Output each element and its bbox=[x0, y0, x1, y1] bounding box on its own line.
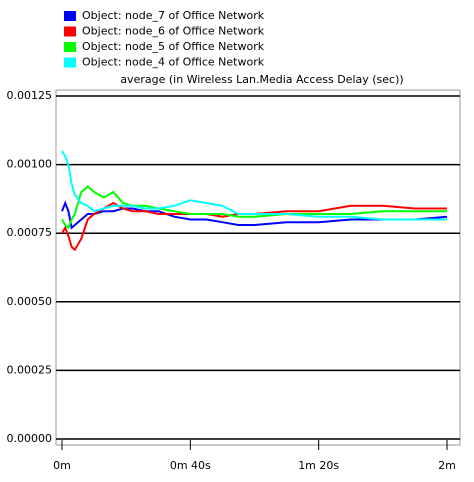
x-tick-label: 2m bbox=[438, 459, 456, 472]
legend-swatch bbox=[64, 42, 76, 52]
legend-swatch bbox=[64, 57, 76, 68]
legend-label: Object: node_7 of Office Network bbox=[82, 9, 265, 22]
y-tick-label: 0.00000 bbox=[7, 432, 53, 445]
x-tick-label: 0m 40s bbox=[170, 459, 211, 472]
plot-frame bbox=[55, 89, 461, 446]
legend-label: Object: node_5 of Office Network bbox=[82, 40, 265, 53]
y-tick-label: 0.00125 bbox=[7, 89, 53, 102]
series-line bbox=[61, 150, 447, 221]
legend-label: Object: node_6 of Office Network bbox=[82, 25, 265, 38]
y-tick-label: 0.00050 bbox=[7, 295, 53, 308]
series-line bbox=[61, 185, 447, 230]
y-tick-label: 0.00025 bbox=[7, 363, 53, 376]
y-tick-label: 0.00075 bbox=[7, 226, 53, 239]
chart-subtitle: average (in Wireless Lan.Media Access De… bbox=[120, 73, 403, 86]
legend-swatch bbox=[64, 26, 76, 37]
series-line bbox=[61, 201, 447, 252]
legend-label: Object: node_4 of Office Network bbox=[82, 56, 265, 69]
series-line bbox=[61, 200, 448, 230]
y-tick-label: 0.00100 bbox=[7, 158, 53, 171]
x-tick-label: 1m 20s bbox=[298, 459, 339, 472]
legend-swatch bbox=[64, 11, 76, 21]
x-tick-label: 0m bbox=[53, 459, 71, 472]
